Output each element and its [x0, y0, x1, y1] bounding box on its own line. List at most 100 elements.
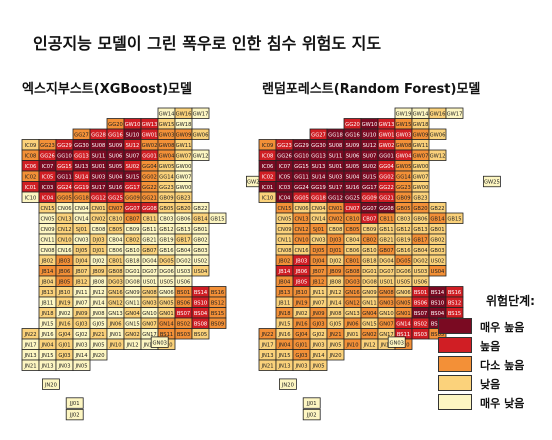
district-cell: GJ03 [309, 317, 328, 329]
district-code: GJ03 [58, 353, 70, 359]
district-cell: GN03 [377, 296, 396, 308]
district-cell: GW05 [394, 160, 413, 172]
district-code: GN12 [345, 300, 360, 306]
district-code: GJ03 [312, 321, 324, 327]
district-code: BS06 [414, 300, 427, 306]
district-code: GB19 [396, 237, 410, 243]
district-code: JN09 [74, 311, 87, 317]
district-code: IC01 [25, 185, 37, 191]
district-code: DJ04 [312, 258, 325, 264]
district-code: GB16 [396, 248, 410, 254]
district-cell: GB14 [428, 212, 447, 224]
district-cell: GW00 [411, 181, 430, 193]
district-cell: BS09 [208, 317, 227, 329]
district-code: SJ01 [76, 227, 87, 233]
district-code: CN05 [277, 216, 291, 222]
district-code: GW17 [447, 111, 463, 117]
district-code: GG08 [142, 206, 157, 212]
district-code: GW00 [413, 185, 429, 191]
district-code: JN13 [23, 353, 36, 359]
district-cell: GN08 [377, 286, 396, 298]
district-cell: BS16 [445, 286, 464, 298]
district-code: GN01 [159, 311, 174, 317]
district-cell: JB04 [275, 275, 294, 287]
district-cell: JN03 [309, 338, 328, 350]
district-code: JN01 [345, 332, 358, 338]
district-code: CB08 [92, 227, 106, 233]
district-cell: JN02 [292, 307, 311, 319]
map-subtitle-xgboost: 엑스지부스트(XGBoost)모델 [22, 82, 192, 97]
district-code: SU12 [126, 143, 140, 149]
district-code: GN14 [159, 321, 174, 327]
district-cell: DG07 [377, 265, 396, 277]
district-cell: GG21 [377, 191, 396, 203]
district-cell: GW12 [191, 149, 210, 161]
district-cell: JN20 [278, 378, 297, 390]
district-code: CN01 [91, 206, 105, 212]
district-cell: GW09 [411, 128, 430, 140]
district-code: GB18 [125, 258, 139, 264]
district-code: GB16 [159, 248, 173, 254]
district-code: IC03 [42, 185, 54, 191]
district-code: GW07 [176, 174, 192, 180]
district-cell: GW07 [411, 170, 430, 182]
district-cell: US04 [191, 265, 210, 277]
map-subtitle-random-forest: 랜덤포레스트(Random Forest)모델 [262, 82, 481, 97]
district-code: GN03 [379, 300, 394, 306]
district-code: JN06 [108, 321, 121, 327]
district-code: JN21 [328, 332, 341, 338]
district-code: BS10 [431, 300, 444, 306]
district-cell: IC07 [275, 160, 294, 172]
district-code: GN10 [142, 311, 157, 317]
district-code: GG13 [311, 153, 326, 159]
district-cell: DJ02 [326, 254, 345, 266]
district-code: JB07 [75, 269, 88, 275]
district-code: BS09 [211, 321, 224, 327]
district-cell: JN04 [275, 338, 294, 350]
district-code: CB02 [363, 237, 377, 243]
district-code: US01 [380, 279, 394, 285]
district-code: JJ02 [306, 413, 317, 419]
district-cell: GW10 [360, 118, 379, 130]
district-code: GN03 [389, 340, 404, 346]
district-code: US02 [431, 258, 445, 264]
district-code: GB02 [430, 237, 444, 243]
district-code: DJ03 [329, 237, 341, 243]
district-code: IC03 [279, 185, 291, 191]
district-code: GW01 [142, 132, 158, 138]
district-code: GW07 [176, 153, 192, 159]
district-cell: GG16 [343, 128, 362, 140]
district-code: IC09 [25, 143, 37, 149]
district-cell: SU11 [326, 149, 345, 161]
district-cell: DG02 [411, 254, 430, 266]
district-code: BS02 [177, 321, 190, 327]
district-code: SU06 [109, 153, 123, 159]
district-cell: CB04 [343, 233, 362, 245]
district-code: GG07 [362, 206, 377, 212]
district-code: US02 [194, 258, 208, 264]
district-code: GJ04 [58, 332, 71, 338]
district-code: JN20 [281, 382, 294, 388]
district-code: JB12 [312, 279, 325, 285]
district-cell: CB02 [360, 233, 379, 245]
district-cell: GN06 [394, 286, 413, 298]
district-code: GW08 [396, 143, 412, 149]
district-cell: CN11 [275, 233, 294, 245]
district-cell: GB02 [428, 233, 447, 245]
district-cell: CB03 [394, 212, 413, 224]
district-code: SU07 [363, 153, 377, 159]
district-code: JB14 [278, 269, 291, 275]
district-code: GW01 [379, 132, 395, 138]
district-code: JB13 [41, 290, 54, 296]
district-code: IC09 [262, 143, 274, 149]
district-code: DG01 [362, 269, 377, 275]
district-cell: GG04 [377, 160, 396, 172]
district-code: GN07 [379, 321, 394, 327]
district-code: CB06 [346, 248, 360, 254]
district-code: GB20 [176, 206, 190, 212]
district-code: GW00 [413, 164, 429, 170]
district-code: CN16 [57, 248, 71, 254]
district-code: GB08 [345, 269, 359, 275]
district-cell: JN12 [326, 286, 345, 298]
district-cell: GW12 [428, 149, 447, 161]
